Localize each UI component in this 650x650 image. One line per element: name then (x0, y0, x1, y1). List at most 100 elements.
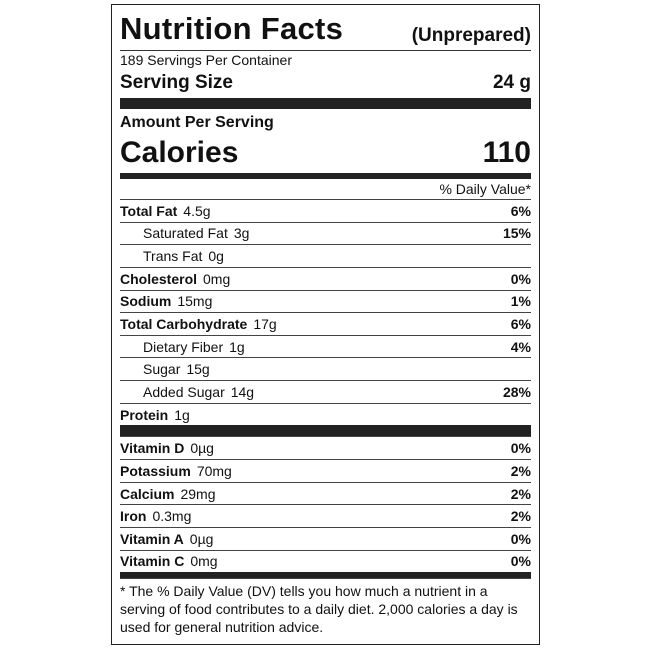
divider (120, 98, 531, 109)
servings-text: 189 Servings Per Container (120, 51, 292, 68)
nutrient-name: Sodium (120, 293, 172, 310)
nutrient-row: Added Sugar 14g 28% (120, 380, 531, 403)
nutrient-name: Vitamin A (120, 530, 184, 547)
divider (120, 572, 531, 579)
nutrient-amount: 1g (174, 406, 190, 423)
nutrient-name: Cholesterol (120, 270, 198, 287)
nutrient-name: Vitamin D (120, 440, 185, 457)
nutrient-row: Calcium 29mg 2% (120, 481, 531, 505)
nutrient: Sugar 15g (120, 361, 210, 377)
nutrient-amount: 0g (208, 248, 224, 265)
nutrient-name: Calcium (120, 485, 175, 502)
nutrient-amount: 0mg (190, 553, 218, 570)
nutrient-row: Total Fat 4.5g 6% (120, 199, 531, 222)
daily-value: 4% (510, 338, 531, 355)
nutrient-row: Dietary Fiber 1g 4% (120, 334, 531, 358)
nutrient: Vitamin D 0µg (120, 440, 214, 456)
nutrient-amount: 0mg (203, 270, 231, 287)
daily-value: 2% (510, 485, 531, 502)
vitamin-list: Vitamin D 0µg 0% Potassium 70mg 2% Calcium 29mg… (120, 436, 531, 572)
daily-value: 6% (510, 316, 531, 333)
nutrient: Vitamin A 0µg (120, 531, 213, 547)
dv-header-text: % Daily Value* (439, 181, 531, 197)
nutrient-name: Iron (120, 508, 147, 525)
nutrient-amount: 70mg (196, 462, 232, 479)
nutrient-row: Iron 0.3mg 2% (120, 504, 531, 527)
nutrient: Vitamin C 0mg (120, 553, 218, 569)
dv-header: % Daily Value* (120, 179, 531, 199)
daily-value: 6% (510, 202, 531, 219)
title: Nutrition Facts (120, 11, 344, 46)
daily-value: 1% (510, 293, 531, 310)
calories: Calories 110 (120, 133, 531, 173)
nutrient: Total Fat 4.5g (120, 203, 211, 219)
daily-value: 15% (502, 225, 531, 242)
serving-size-label: Serving Size (120, 72, 233, 93)
nutrient: Added Sugar 14g (120, 384, 254, 400)
daily-value: 0% (510, 530, 531, 547)
nutrient-row: Vitamin D 0µg 0% (120, 436, 531, 459)
nutrient-list: Total Fat 4.5g 6% Saturated Fat 3g 15% Trans F… (120, 199, 531, 425)
servings: 189 Servings Per Container (120, 50, 531, 68)
nutrition-label: Nutrition Facts (Unprepared) 189 Serving… (111, 4, 540, 645)
nutrient-row: Protein 1g (120, 402, 531, 426)
nutrient-amount: 17g (253, 316, 277, 333)
nutrient-name: Total Carbohydrate (120, 316, 248, 333)
nutrient-name: Total Fat (120, 202, 178, 219)
nutrient: Calcium 29mg (120, 486, 216, 502)
nutrient-amount: 0.3mg (152, 508, 192, 525)
nutrient: Trans Fat 0g (120, 248, 224, 264)
nutrient: Potassium 70mg (120, 463, 232, 479)
serving-size-value: 24 g (492, 72, 531, 93)
serving-size: Serving Size 24 g (120, 68, 531, 98)
nutrient-row: Total Carbohydrate 17g 6% (120, 312, 531, 335)
nutrient-amount: 0µg (190, 440, 214, 457)
nutrient-name: Potassium (120, 462, 191, 479)
daily-value: 0% (510, 553, 531, 570)
nutrient-name: Sugar (143, 361, 181, 378)
daily-value: 0% (510, 270, 531, 287)
nutrient-name: Protein (120, 406, 169, 423)
divider (120, 173, 531, 179)
nutrient-row: Sugar 15g (120, 357, 531, 380)
nutrient-row: Trans Fat 0g (120, 244, 531, 267)
nutrient: Cholesterol 0mg (120, 271, 230, 287)
nutrient-amount: 3g (233, 225, 250, 242)
nutrient-name: Vitamin C (120, 553, 185, 570)
nutrient-name: Saturated Fat (143, 225, 228, 242)
nutrient-amount: 1g (229, 338, 245, 355)
title-row: Nutrition Facts (Unprepared) (120, 9, 531, 47)
amount-per-serving: Amount Per Serving (120, 109, 531, 133)
nutrient-name: Added Sugar (143, 383, 225, 400)
nutrient: Total Carbohydrate 17g (120, 316, 277, 332)
amount-per-serving-text: Amount Per Serving (120, 114, 274, 131)
nutrient: Saturated Fat 3g (120, 225, 249, 241)
nutrient-amount: 15mg (177, 293, 213, 310)
daily-value: 2% (510, 508, 531, 525)
nutrient-row: Potassium 70mg 2% (120, 459, 531, 482)
nutrient: Sodium 15mg (120, 293, 212, 309)
nutrient-amount: 0µg (189, 530, 214, 547)
nutrient-row: Cholesterol 0mg 0% (120, 266, 531, 290)
nutrient-row: Sodium 15mg 1% (120, 289, 531, 313)
nutrient: Protein 1g (120, 407, 190, 423)
nutrient: Iron 0.3mg (120, 508, 191, 524)
divider (120, 425, 531, 437)
nutrient-row: Saturated Fat 3g 15% (120, 221, 531, 245)
nutrient-amount: 4.5g (183, 202, 211, 219)
nutrient-amount: 14g (230, 383, 255, 400)
qualifier: (Unprepared) (411, 25, 531, 46)
nutrient-row: Vitamin C 0mg 0% (120, 549, 531, 573)
daily-value: 0% (510, 440, 531, 457)
nutrient-name: Trans Fat (143, 248, 203, 265)
footnote: * The % Daily Value (DV) tells you how m… (120, 578, 531, 636)
nutrient: Dietary Fiber 1g (120, 339, 245, 355)
nutrient-row: Vitamin A 0µg 0% (120, 526, 531, 550)
nutrient-amount: 29mg (180, 485, 216, 502)
daily-value: 28% (502, 383, 531, 400)
calories-value: 110 (482, 136, 531, 169)
nutrient-name: Dietary Fiber (143, 338, 224, 355)
daily-value: 2% (510, 462, 531, 479)
calories-label: Calories (120, 136, 239, 169)
nutrient-amount: 15g (186, 361, 210, 378)
